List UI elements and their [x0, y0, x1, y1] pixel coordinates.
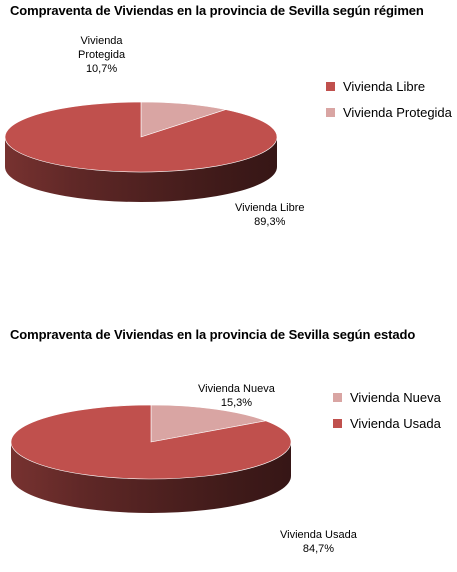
pie-chart: [10, 404, 292, 513]
pie-slice-vivienda-nueva: [150, 404, 267, 443]
legend-swatch: [333, 392, 342, 402]
chart-title: Compraventa de Viviendas en la provincia…: [10, 327, 416, 342]
legend-item-vivienda-libre: Vivienda Libre: [326, 73, 452, 99]
pie-side-wall: [5, 137, 277, 202]
legend-label: Vivienda Nueva: [350, 389, 441, 405]
data-label-vivienda-nueva: Vivienda Nueva 15,3%: [198, 383, 275, 409]
legend-item-vivienda-protegida: Vivienda Protegida: [326, 99, 452, 125]
legend-label: Vivienda Libre: [343, 78, 426, 94]
legend-swatch: [326, 107, 335, 117]
data-label-vivienda-libre: Vivienda Libre 89,3%: [235, 202, 305, 228]
pie-slice-vivienda-usada: [10, 404, 292, 480]
legend: Vivienda Libre Vivienda Protegida: [326, 73, 452, 125]
pie-chart: [4, 101, 278, 202]
chart-estado: Compraventa de Viviendas en la provincia…: [0, 290, 457, 572]
pie-slice-vivienda-protegida: [140, 101, 227, 138]
data-label-vivienda-protegida: Vivienda Protegida 10,7%: [78, 35, 126, 75]
legend-label: Vivienda Usada: [350, 415, 441, 431]
chart-regimen: Compraventa de Viviendas en la provincia…: [4, 3, 452, 228]
pie-slice-vivienda-libre: [4, 101, 278, 173]
legend-label: Vivienda Protegida: [343, 104, 452, 120]
pie-side-wall: [11, 442, 291, 513]
legend: Vivienda Nueva Vivienda Usada: [333, 384, 441, 436]
data-label-vivienda-usada: Vivienda Usada 84,7%: [280, 529, 357, 555]
legend-swatch: [326, 81, 335, 91]
legend-item-vivienda-usada: Vivienda Usada: [333, 410, 441, 436]
legend-swatch: [333, 418, 342, 428]
legend-item-vivienda-nueva: Vivienda Nueva: [333, 384, 441, 410]
chart-title: Compraventa de Viviendas en la provincia…: [10, 3, 424, 18]
